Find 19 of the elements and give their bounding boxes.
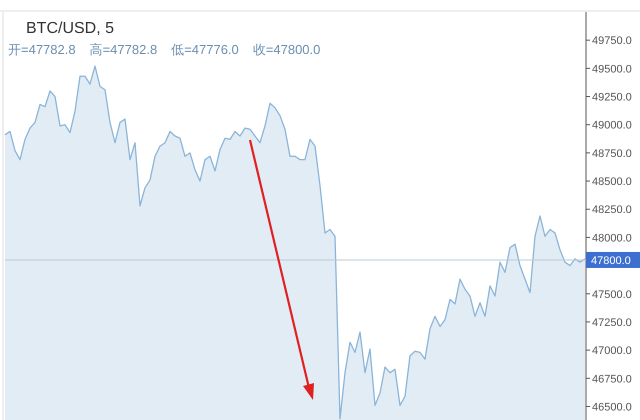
y-tick-label: 48000.0 bbox=[592, 232, 632, 244]
annotation: 收=47800.0 bbox=[252, 42, 320, 57]
y-tick-label: 47250.0 bbox=[592, 316, 632, 329]
y-tick-label: 49250.0 bbox=[592, 92, 632, 104]
y-tick-label: 46500.0 bbox=[592, 401, 632, 414]
annotation: 开=47782.8 bbox=[8, 42, 76, 57]
y-tick-label: 48250.0 bbox=[592, 204, 632, 216]
annotation: 低=47776.0 bbox=[171, 42, 239, 57]
y-tick-label: 49500.0 bbox=[592, 63, 632, 76]
y-tick-label: 47000.0 bbox=[592, 345, 632, 358]
y-tick-label: 49750.0 bbox=[592, 35, 632, 48]
y-tick-label: 47500.0 bbox=[592, 288, 632, 301]
y-tick-label: 49000.0 bbox=[592, 120, 632, 132]
y-tick-label: 48500.0 bbox=[592, 176, 632, 188]
text: BTC/USD, 5 bbox=[26, 20, 114, 37]
y-tick-label: 48750.0 bbox=[592, 148, 632, 160]
ref-line-label: 47800.0 bbox=[591, 254, 631, 267]
annotation: 高=47782.8 bbox=[90, 42, 158, 57]
y-tick-label: 46750.0 bbox=[592, 373, 632, 386]
